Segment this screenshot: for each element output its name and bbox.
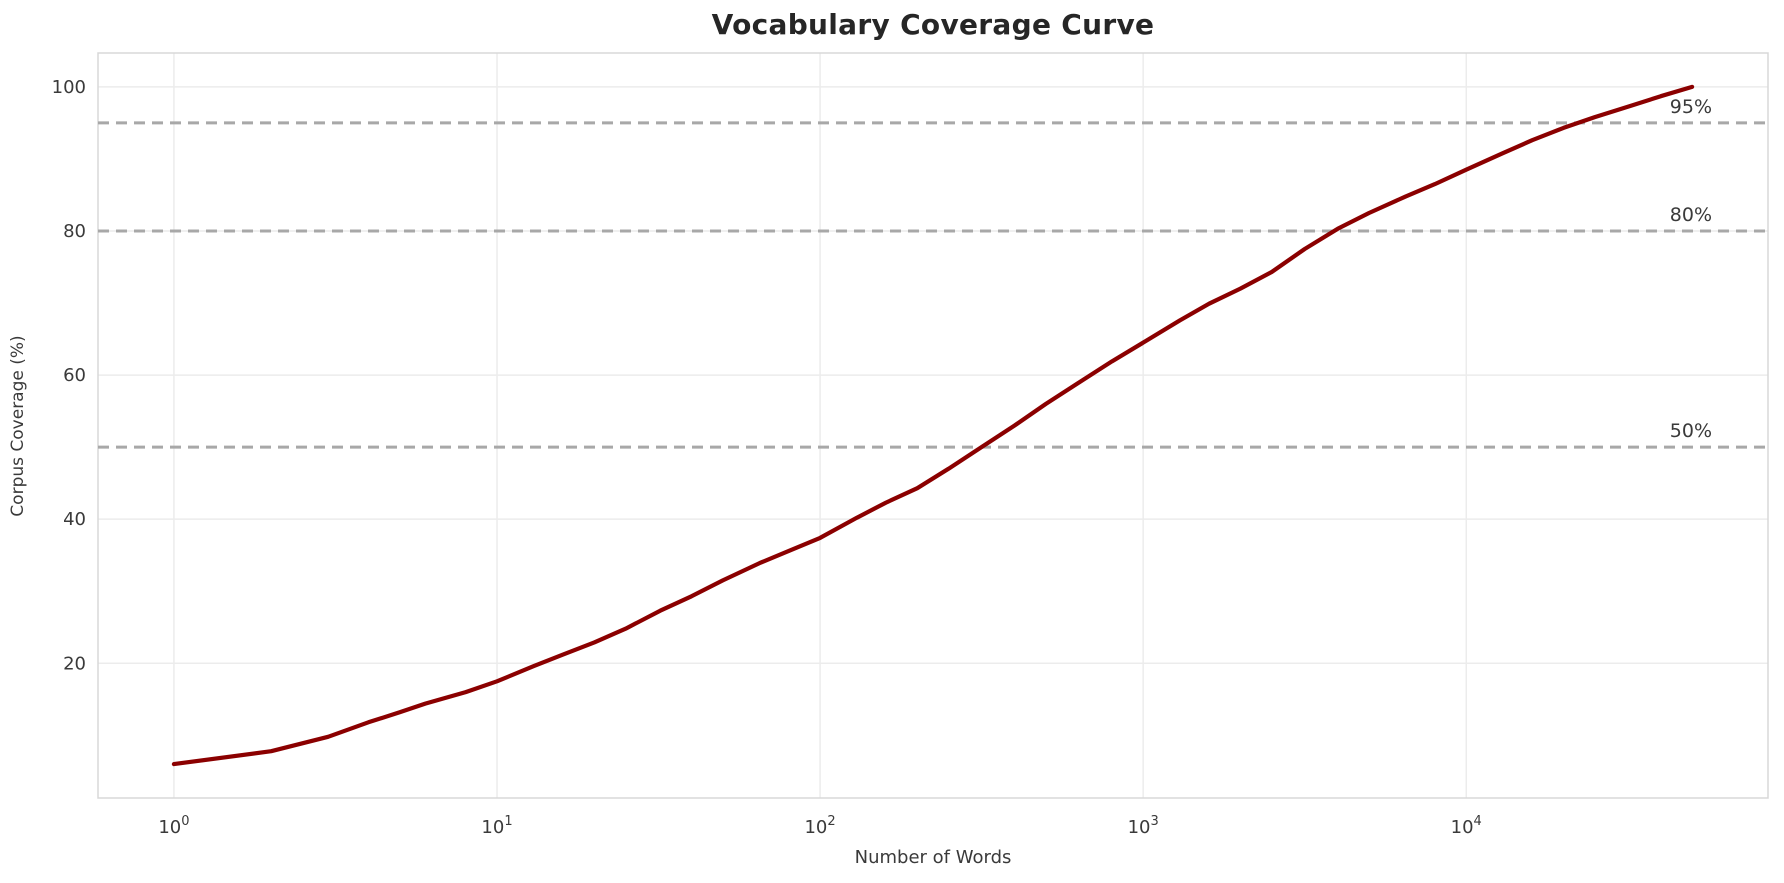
plot-border [97,52,1769,799]
threshold-label-50: 50% [1670,420,1712,442]
x-tick-label: 101 [481,814,512,838]
x-tick-label: 103 [1128,814,1159,838]
chart-title: Vocabulary Coverage Curve [711,8,1155,41]
x-tick-label: 102 [804,814,835,838]
x-tick-label: 104 [1451,814,1482,838]
x-tick-label: 100 [158,814,189,838]
y-tick-label: 20 [63,653,86,674]
y-tick-label: 40 [63,509,86,530]
y-tick-label: 60 [63,365,86,386]
coverage-curve [171,84,1695,767]
threshold-label-80: 80% [1670,204,1712,226]
x-axis-label: Number of Words [854,847,1012,868]
y-tick-label: 80 [63,221,86,242]
y-tick-label: 100 [52,77,86,98]
threshold-label-95: 95% [1670,96,1712,118]
